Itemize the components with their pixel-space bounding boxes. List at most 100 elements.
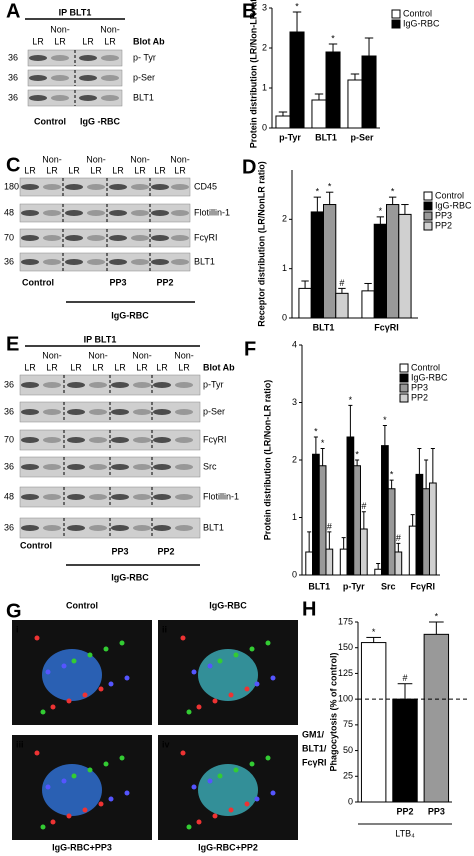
fluorescent-dot (191, 669, 197, 675)
legend-swatch (423, 201, 433, 211)
bar (398, 213, 412, 319)
bar (386, 204, 400, 319)
blot-band (151, 184, 169, 190)
y-tick-label: 1 (282, 263, 287, 273)
significance-mark: * (391, 187, 395, 197)
stain-legend: GM1/ (302, 729, 325, 739)
cell-nucleus (198, 764, 258, 816)
y-tick-label: 50 (343, 745, 353, 755)
row-label: p-Ser (203, 406, 225, 416)
bar (311, 99, 327, 129)
fluorescent-dot (254, 796, 260, 802)
blot-band (89, 382, 107, 388)
lane-label: LR (114, 362, 126, 372)
legend-label: IgG-RBC (435, 200, 472, 210)
blot-band (29, 75, 47, 81)
blot-band (43, 409, 61, 415)
bar (387, 488, 396, 576)
lane-label: LR (136, 362, 148, 372)
mw-label: 36 (4, 522, 14, 532)
blot-band (111, 437, 129, 443)
panel-label: A (6, 0, 20, 22)
blot-band (89, 437, 107, 443)
y-tick-label: 0 (348, 796, 353, 806)
fluorescent-dot (207, 663, 213, 669)
legend-label: PP2 (435, 220, 452, 230)
blot-band (131, 210, 149, 216)
lane-label: LR (174, 165, 186, 175)
blot-band (111, 464, 129, 470)
bar (373, 223, 387, 319)
bar (422, 488, 430, 576)
fluorescent-dot (103, 646, 109, 652)
fluorescent-dot (124, 790, 130, 796)
blot-band (65, 184, 83, 190)
blot-band (109, 235, 127, 241)
fluorescent-dot (119, 755, 125, 761)
y-tick-label: 0 (282, 312, 287, 322)
x-tick-label: BLT1 (315, 132, 337, 142)
legend-swatch (399, 393, 409, 403)
fluorescent-dot (254, 681, 260, 687)
fluorescent-dot (196, 819, 202, 825)
image-numeral: ii (162, 624, 167, 634)
x-tick-label: p-Tyr (279, 132, 301, 142)
legend-swatch (423, 221, 433, 231)
lane-top: Non- (50, 24, 70, 34)
lane-top: Non- (42, 350, 62, 360)
blot-band (67, 437, 85, 443)
blot-band (153, 494, 171, 500)
blot-band (21, 235, 39, 241)
y-tick-label: 2 (292, 454, 297, 464)
y-tick-label: 2 (282, 214, 287, 224)
significance-mark: * (331, 33, 335, 43)
fluorescent-dot (228, 807, 234, 813)
fluorescent-dot (180, 750, 186, 756)
bottom-label: IgG-RBC (111, 310, 149, 320)
blot-band (51, 75, 69, 81)
fluorescent-dot (124, 675, 130, 681)
bar (428, 482, 437, 576)
fluorescent-dot (40, 709, 46, 715)
image-label: IgG-RBC+PP2 (198, 842, 258, 852)
blot-band (109, 210, 127, 216)
lane-top: Non- (132, 350, 152, 360)
blot-band (79, 75, 97, 81)
blot-band (131, 235, 149, 241)
bottom-label: IgG-RBC (111, 572, 149, 582)
row-label: p-Tyr (203, 379, 224, 389)
blot-band (29, 95, 47, 101)
significance-mark: # (402, 673, 407, 683)
blot-band (43, 184, 61, 190)
x-tick-label: p-Tyr (343, 581, 365, 591)
fluorescent-dot (45, 784, 51, 790)
bottom-label: Control (22, 277, 54, 287)
bar (310, 211, 324, 319)
fluorescent-dot (196, 704, 202, 710)
significance-mark: # (361, 501, 366, 511)
row-label: BLT1 (133, 92, 154, 102)
bar (312, 453, 320, 576)
fluorescent-dot (244, 686, 250, 692)
fluorescent-dot (191, 784, 197, 790)
blot-band (67, 494, 85, 500)
blot-band (43, 210, 61, 216)
blot-band (89, 409, 107, 415)
bar (361, 55, 377, 129)
mw-label: 70 (4, 232, 14, 242)
lane-top: Non- (42, 154, 62, 164)
fluorescent-dot (265, 755, 271, 761)
image-label: Control (66, 600, 98, 610)
panel-label: F (244, 338, 256, 360)
legend-swatch (391, 19, 401, 29)
y-tick-label: 1 (262, 82, 267, 92)
fluorescent-dot (217, 658, 223, 664)
blot-band (153, 382, 171, 388)
blot-band (79, 95, 97, 101)
significance-mark: # (339, 278, 344, 288)
blot-strip (19, 177, 191, 197)
row-label: p- Tyr (133, 52, 156, 62)
significance-mark: * (328, 182, 332, 192)
blot-band (133, 494, 151, 500)
fluorescent-dot (87, 767, 93, 773)
